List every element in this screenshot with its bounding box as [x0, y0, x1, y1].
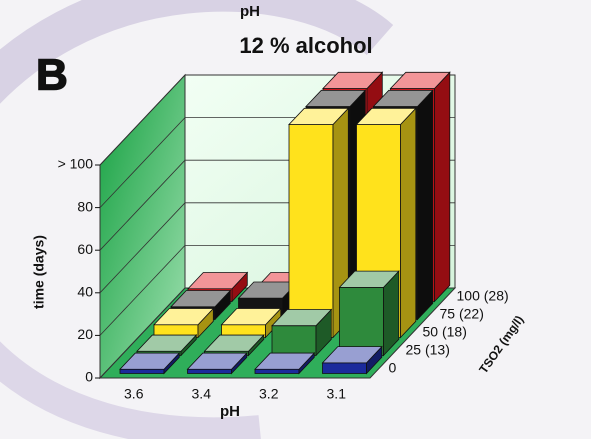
bar-top	[271, 309, 333, 327]
legend-label: 0	[389, 360, 397, 376]
y-axis-label: time (days)	[31, 235, 47, 309]
legend-label: 75 (22)	[440, 306, 484, 322]
bar-top	[136, 334, 198, 352]
bar	[153, 307, 215, 339]
bar-top	[355, 107, 417, 125]
y-tick-label: 0	[85, 369, 93, 385]
bar-front	[339, 286, 384, 356]
bar-top	[203, 334, 265, 352]
bar-front	[288, 124, 334, 338]
bar-top	[153, 308, 215, 326]
bar-top	[187, 272, 249, 290]
y-tick-label: 60	[77, 241, 93, 257]
background-swirl	[0, 341, 261, 439]
x-tick-label: 3.6	[124, 386, 144, 402]
depth-axis-label: TSO2 (mg/l)	[476, 313, 526, 376]
bar-front	[271, 325, 317, 356]
x-axis-label: pH	[220, 403, 240, 420]
bar-front	[322, 362, 367, 374]
bar-top	[372, 89, 434, 107]
bar-side	[417, 89, 434, 321]
bar	[288, 107, 350, 339]
bar-top	[389, 71, 451, 89]
plot: 0 20 40 60 80 > 100 100 (28) 75 (22) 50 (18) 25 (…	[58, 71, 509, 402]
y-tick-label: 20	[77, 326, 93, 342]
bar-side	[434, 71, 451, 303]
bar-top	[170, 290, 232, 308]
bar	[321, 345, 383, 375]
bar-top	[338, 270, 400, 288]
x-tick-label: 3.2	[259, 386, 279, 402]
bar	[254, 352, 316, 375]
legend-label: 25 (13)	[406, 342, 450, 358]
bar-front	[119, 368, 165, 374]
bar-top	[305, 89, 367, 107]
top-label: pH	[240, 3, 260, 20]
bar-side	[400, 107, 417, 339]
bar-top	[321, 346, 383, 364]
background-swirl	[0, 0, 394, 105]
legend-label: 100 (28)	[457, 288, 509, 304]
bar-top	[186, 352, 248, 370]
x-tick-label: 3.1	[327, 386, 347, 402]
legend-label: 50 (18)	[423, 324, 467, 340]
x-tick-label: 3.4	[192, 386, 212, 402]
bar-top	[254, 352, 316, 370]
bar	[220, 307, 282, 339]
bar-top	[322, 71, 384, 89]
bar	[119, 352, 181, 375]
bar-top	[119, 352, 181, 370]
y-tick-label: 80	[77, 198, 93, 214]
bar-front	[187, 368, 232, 374]
bar-top	[288, 107, 350, 125]
bar-top	[220, 308, 282, 326]
y-tick-label: > 100	[58, 156, 94, 172]
y-tick-label: 40	[77, 284, 93, 300]
panel-label: B	[36, 51, 68, 100]
bar-front	[254, 368, 300, 374]
bar	[271, 308, 333, 357]
bar	[338, 270, 400, 357]
chart-title: 12 % alcohol	[239, 33, 372, 58]
bar	[186, 352, 248, 375]
